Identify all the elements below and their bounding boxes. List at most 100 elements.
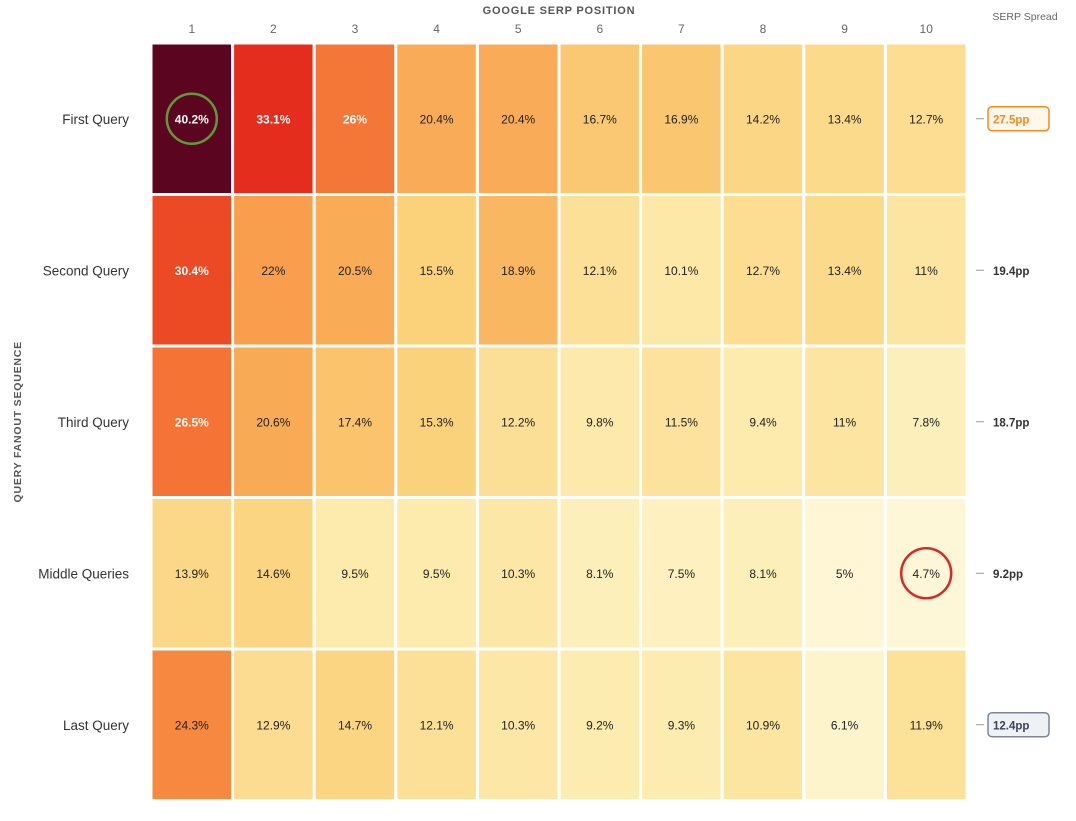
serp-spread-value: 18.7pp [993, 417, 1029, 429]
cell-value-label: 9.2% [586, 718, 614, 732]
heatmap-cell [720, 41, 806, 196]
highlight-circle [899, 547, 953, 600]
cell-value-label: 20.6% [256, 415, 290, 429]
heatmap-cell [720, 193, 806, 348]
serp-spread-value: 19.4pp [993, 266, 1029, 278]
cell-value-label: 20.5% [338, 264, 372, 278]
heatmap-cell [883, 344, 969, 499]
x-tick-label: 7 [678, 22, 685, 36]
cell-value-label: 33.1% [256, 112, 290, 126]
cell-value-label: 16.9% [664, 112, 698, 126]
serp-spread-value: 9.2pp [993, 569, 1023, 581]
cell-value-label: 17.4% [338, 415, 372, 429]
cell-value-label: 8.1% [586, 567, 614, 581]
cell-value-label: 18.9% [501, 264, 535, 278]
cell-value-label: 22% [261, 264, 285, 278]
cell-value-label: 30.4% [175, 264, 209, 278]
cell-value-label: 12.7% [909, 112, 943, 126]
heatmap-cell [312, 344, 398, 499]
spread-highlight-box [987, 106, 1050, 132]
heatmap-cell [557, 496, 643, 651]
cell-value-label: 26.5% [175, 415, 209, 429]
cell-value-label: 7.5% [668, 567, 696, 581]
y-tick-label: Last Query [63, 718, 129, 733]
cell-value-label: 9.8% [586, 415, 614, 429]
heatmap-cell [149, 344, 235, 499]
heatmap-cell [639, 647, 724, 802]
x-tick-label: 4 [433, 22, 440, 36]
heatmap-cell [557, 647, 643, 802]
cell-value-label: 20.4% [501, 112, 535, 126]
cell-value-label: 24.3% [175, 718, 209, 732]
cell-value-label: 11.5% [665, 415, 698, 429]
heatmap-cell [639, 496, 724, 651]
cell-value-label: 13.4% [828, 264, 862, 278]
y-tick-label: Second Query [43, 263, 130, 278]
x-tick-label: 6 [596, 22, 603, 36]
serp-spread-value: 12.4pp [993, 720, 1029, 732]
cell-value-label: 13.9% [175, 567, 209, 581]
serp-spread-value: 27.5pp [993, 114, 1029, 126]
x-tick-label: 9 [841, 22, 848, 36]
cell-value-label: 12.7% [746, 264, 780, 278]
y-tick-label: Middle Queries [38, 566, 129, 581]
x-tick-label: 3 [352, 22, 359, 36]
cell-value-label: 9.4% [749, 415, 777, 429]
heatmap-cell [639, 193, 724, 348]
heatmap-cell [802, 344, 887, 499]
cell-value-label: 4.7% [913, 567, 941, 581]
chart-title: GOOGLE SERP POSITION [483, 5, 636, 17]
heatmap-cell [231, 193, 316, 348]
cell-value-label: 10.9% [746, 718, 780, 732]
cell-value-label: 14.2% [746, 112, 780, 126]
cell-value-label: 40.2% [175, 112, 209, 126]
x-tick-label: 10 [920, 22, 934, 36]
cell-value-label: 12.1% [583, 264, 617, 278]
y-tick-label: Third Query [58, 415, 130, 430]
serp-spread-header: SERP Spread [992, 11, 1057, 23]
heatmap-cell [231, 344, 316, 499]
cell-value-label: 11.9% [910, 718, 943, 732]
heatmap-cell [720, 647, 806, 802]
cell-value-label: 10.3% [501, 567, 535, 581]
cell-value-label: 14.6% [256, 567, 290, 581]
cell-value-label: 11% [915, 264, 938, 278]
cell-value-label: 9.5% [341, 567, 369, 581]
cell-value-label: 9.3% [668, 718, 696, 732]
cell-value-label: 16.7% [583, 112, 617, 126]
cell-value-label: 6.1% [831, 718, 859, 732]
cell-value-label: 13.4% [828, 112, 862, 126]
heatmap-cell [883, 647, 969, 802]
x-tick-label: 2 [270, 22, 277, 36]
y-tick-label: First Query [62, 112, 129, 127]
cell-value-label: 5% [836, 567, 854, 581]
x-tick-label: 1 [188, 22, 195, 36]
highlight-circle [165, 92, 219, 145]
y-axis-label: QUERY FANOUT SEQUENCE [12, 341, 24, 503]
x-tick-label: 5 [515, 22, 522, 36]
heatmap-cell [883, 193, 969, 348]
cell-value-label: 8.1% [749, 567, 777, 581]
heatmap-cell [475, 647, 561, 802]
cell-value-label: 26% [343, 112, 367, 126]
heatmap-cell [149, 647, 235, 802]
heatmap-cell [557, 193, 643, 348]
heatmap-cell [883, 41, 969, 196]
heatmap-cell [231, 41, 316, 196]
cell-value-label: 7.8% [913, 415, 941, 429]
heatmap-cell [231, 647, 316, 802]
heatmap-cell [557, 41, 643, 196]
cell-value-label: 12.9% [256, 718, 290, 732]
cell-value-label: 14.7% [338, 718, 372, 732]
cell-value-label: 15.3% [420, 415, 454, 429]
cell-value-label: 15.5% [420, 264, 454, 278]
cell-value-label: 20.4% [420, 112, 454, 126]
cell-value-label: 10.1% [664, 264, 698, 278]
heatmap-cell [639, 344, 724, 499]
heatmap-cell [149, 41, 235, 196]
cell-value-label: 11% [833, 415, 856, 429]
heatmap-cell [394, 193, 479, 348]
cell-value-label: 12.2% [501, 415, 535, 429]
